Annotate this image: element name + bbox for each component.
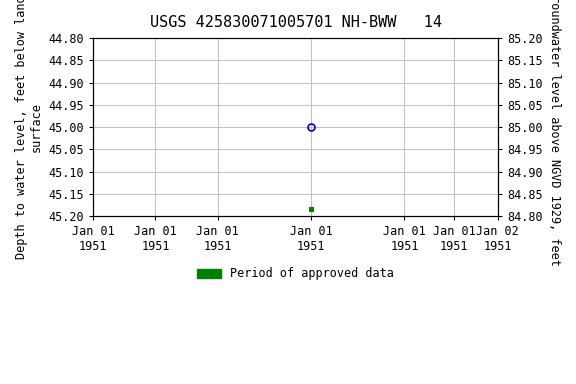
Title: USGS 425830071005701 NH-BWW   14: USGS 425830071005701 NH-BWW 14 (150, 15, 441, 30)
Y-axis label: Depth to water level, feet below land
surface: Depth to water level, feet below land su… (15, 0, 43, 259)
Y-axis label: Groundwater level above NGVD 1929, feet: Groundwater level above NGVD 1929, feet (548, 0, 561, 266)
Legend: Period of approved data: Period of approved data (192, 263, 399, 285)
